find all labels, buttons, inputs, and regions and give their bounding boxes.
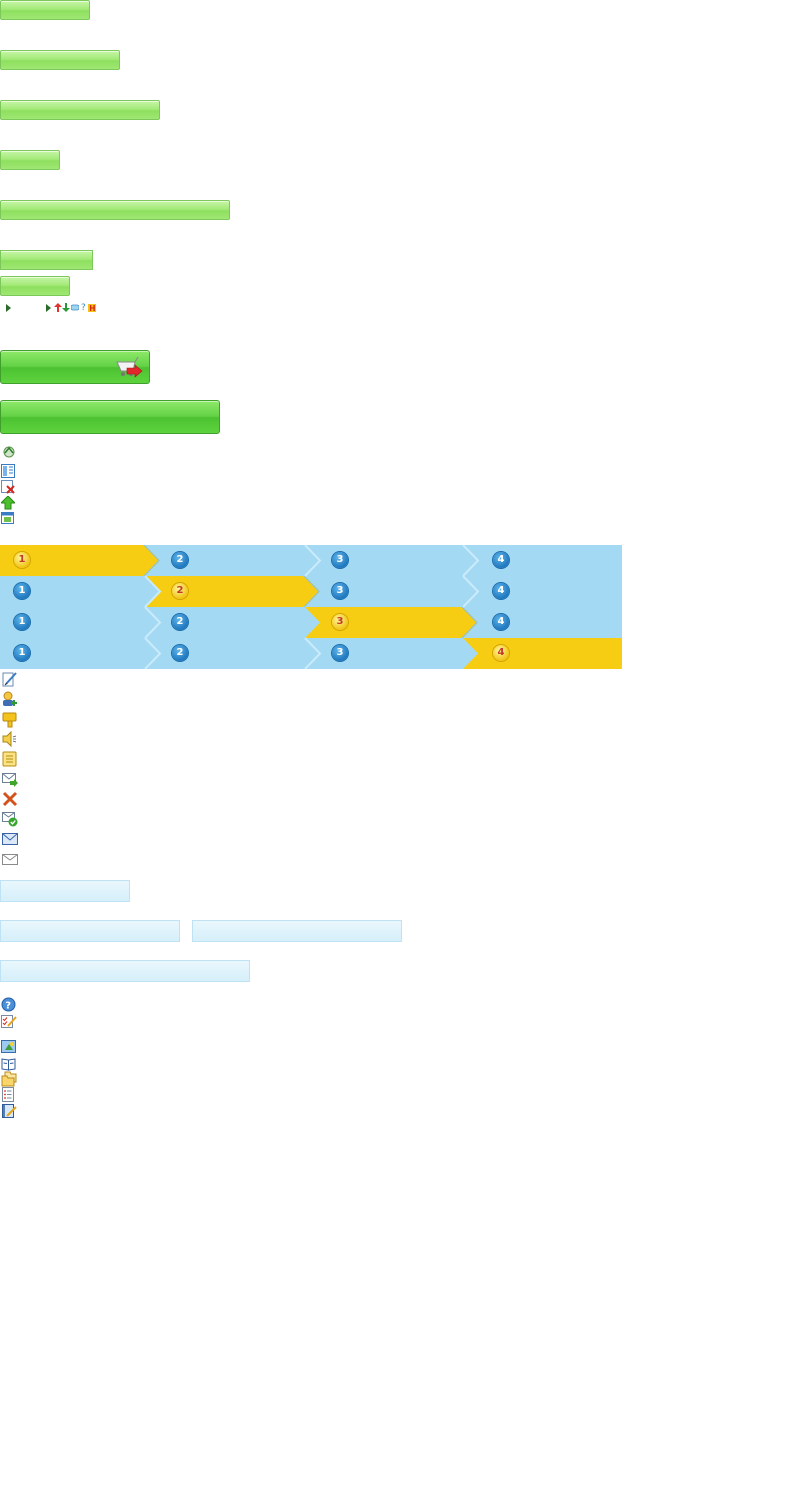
envelope-gray-icon[interactable] — [2, 851, 18, 867]
cart-arrow-icon — [116, 356, 143, 378]
checklist-edit-icon[interactable] — [1, 1013, 17, 1029]
notebook-edit-icon[interactable] — [1, 1103, 17, 1119]
down-arrow-icon[interactable] — [62, 303, 70, 312]
step-number: 3 — [332, 614, 348, 630]
green-button-4[interactable] — [0, 150, 60, 170]
step-number: 3 — [332, 552, 348, 568]
step-number: 2 — [172, 645, 188, 661]
step-number: 4 — [493, 614, 509, 630]
play-arrow-icon[interactable] — [6, 304, 12, 312]
step-number: 1 — [14, 645, 30, 661]
step-progress-graphic — [0, 545, 622, 669]
svg-text:H: H — [89, 304, 95, 312]
edit-document-icon[interactable] — [2, 671, 18, 687]
green-button-1[interactable] — [0, 0, 90, 20]
step-progress-bars: 1 2 3 4 1 2 3 4 1 2 3 4 1 2 3 4 — [0, 545, 622, 669]
green-button-3[interactable] — [0, 100, 160, 120]
thumbs-down-icon[interactable] — [2, 712, 18, 728]
folders-icon[interactable] — [1, 1071, 17, 1087]
h-icon[interactable]: H — [88, 304, 96, 312]
delete-icon[interactable] — [1, 480, 15, 494]
svg-text:?: ? — [5, 1001, 11, 1012]
green-button-6[interactable] — [0, 250, 93, 270]
mail-check-icon[interactable] — [2, 811, 18, 827]
step-row-3: 1 2 3 4 — [0, 607, 622, 638]
light-blue-bar-3[interactable] — [192, 920, 402, 942]
help-icon[interactable]: ? — [81, 303, 86, 313]
play-arrow-icon[interactable] — [46, 304, 52, 312]
step-number: 3 — [332, 645, 348, 661]
step-number: 4 — [493, 645, 509, 661]
envelope-blue-icon[interactable] — [2, 831, 18, 847]
step-number: 2 — [172, 583, 188, 599]
step-number: 4 — [493, 583, 509, 599]
big-green-button[interactable] — [0, 400, 220, 434]
open-book-icon[interactable] — [1, 1056, 17, 1072]
step-number: 1 — [14, 614, 30, 630]
upload-arrow-icon[interactable] — [1, 496, 15, 510]
step-number: 4 — [493, 552, 509, 568]
step-number: 1 — [14, 552, 30, 568]
speaker-icon[interactable] — [2, 731, 18, 747]
step-row-2: 1 2 3 4 — [0, 576, 622, 607]
green-button-5[interactable] — [0, 200, 230, 220]
note-icon[interactable] — [2, 751, 18, 767]
close-x-icon[interactable] — [2, 791, 18, 807]
list-document-icon[interactable] — [1, 1087, 17, 1103]
window-icon[interactable] — [1, 512, 15, 526]
comment-icon[interactable] — [71, 304, 79, 312]
step-number: 2 — [172, 614, 188, 630]
green-button-2[interactable] — [0, 50, 120, 70]
up-arrow-icon[interactable] — [54, 303, 62, 312]
add-to-cart-button[interactable] — [0, 350, 150, 384]
step-row-4: 1 2 3 4 — [0, 638, 622, 669]
step-number: 1 — [14, 583, 30, 599]
forward-mail-icon[interactable] — [2, 771, 18, 787]
light-blue-bar-2[interactable] — [0, 920, 180, 942]
image-star-icon[interactable] — [1, 1039, 17, 1055]
recycle-icon[interactable] — [1, 444, 17, 460]
green-button-7[interactable] — [0, 276, 70, 296]
step-number: 2 — [172, 552, 188, 568]
step-number: 3 — [332, 583, 348, 599]
light-blue-bar-1[interactable] — [0, 880, 130, 902]
light-blue-bar-4[interactable] — [0, 960, 250, 982]
add-user-icon[interactable] — [2, 691, 18, 707]
help-circle-icon[interactable]: ? — [1, 997, 17, 1013]
step-row-1: 1 2 3 4 — [0, 545, 622, 576]
columns-icon[interactable] — [1, 464, 15, 478]
